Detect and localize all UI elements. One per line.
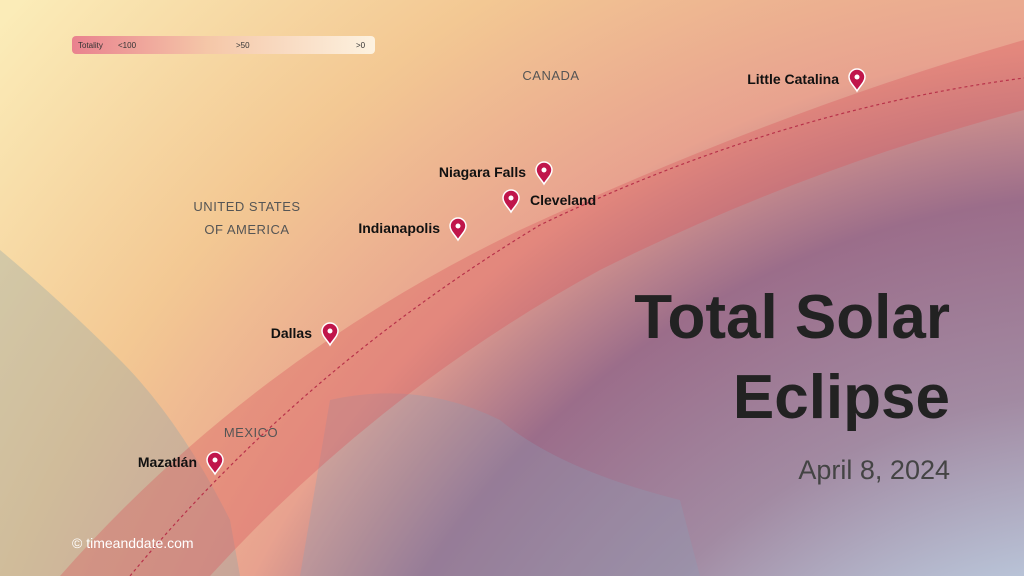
legend-label: >0 <box>356 41 366 50</box>
credit: © timeanddate.com <box>72 535 194 551</box>
pin-dot <box>541 167 547 173</box>
region-label: CANADA <box>522 68 579 83</box>
city-label: Little Catalina <box>747 71 839 87</box>
pin <box>535 161 553 186</box>
pin <box>502 189 520 214</box>
city-label: Niagara Falls <box>439 164 526 180</box>
pin <box>321 322 339 347</box>
city-label: Mazatlán <box>138 454 197 470</box>
pin-dot <box>212 457 218 463</box>
legend-title: Totality <box>78 41 103 50</box>
pin <box>449 217 467 242</box>
gulf <box>300 393 700 576</box>
legend-label: <100 <box>118 41 137 50</box>
eclipse-path <box>60 40 1024 576</box>
pin-dot <box>327 328 333 334</box>
legend-bar <box>72 36 375 54</box>
city-label: Indianapolis <box>358 220 440 236</box>
legend: Totality <100 >50 >0 <box>72 36 375 54</box>
date: April 8, 2024 <box>798 455 950 485</box>
region-label: OF AMERICA <box>204 222 289 237</box>
region-label: MEXICO <box>224 425 278 440</box>
pin <box>848 68 866 93</box>
city-label: Cleveland <box>530 192 596 208</box>
city-label: Dallas <box>271 325 312 341</box>
pin-dot <box>455 223 461 229</box>
title-line: Eclipse <box>733 363 950 432</box>
legend-label: >50 <box>236 41 250 50</box>
ocean-west <box>0 250 240 576</box>
pin-dot <box>854 74 860 80</box>
pin <box>206 451 224 476</box>
region-label: UNITED STATES <box>193 199 300 214</box>
title-line: Total Solar <box>634 283 950 352</box>
centerline <box>129 77 1024 576</box>
pin-dot <box>508 195 514 201</box>
